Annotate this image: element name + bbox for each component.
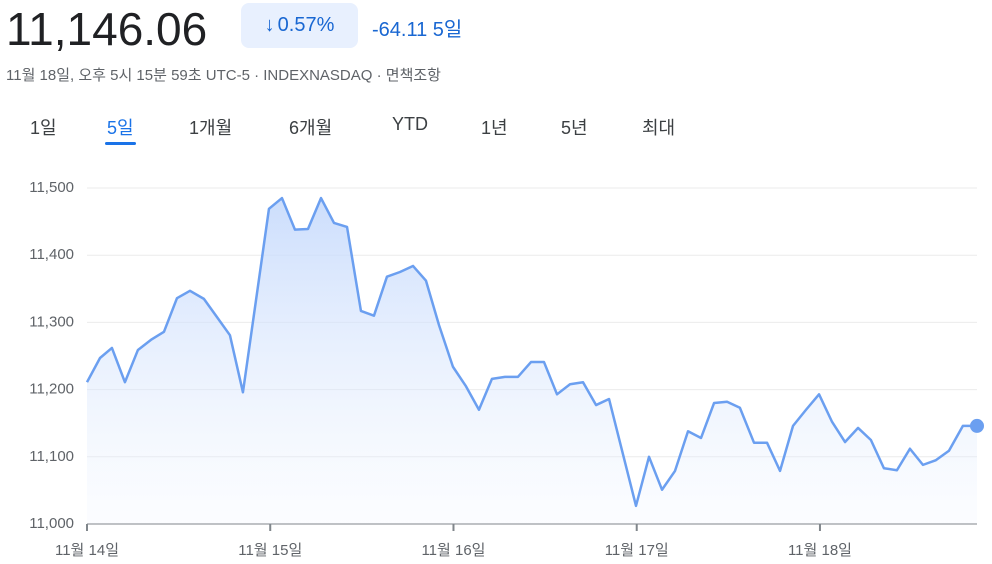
x-tick-label: 11월 16일 — [421, 542, 485, 559]
x-tick-label: 11월 15일 — [238, 542, 302, 559]
range-tab[interactable]: YTD — [392, 114, 428, 134]
change-value: -64.11 — [372, 19, 428, 41]
down-arrow: ↓ — [264, 14, 275, 36]
range-tab[interactable]: 1개월 — [189, 118, 233, 138]
period: 5일 — [432, 19, 463, 41]
timestamp: 11월 18일, 오후 5시 15분 59초 UTC-5 · INDEXNASD… — [6, 67, 386, 84]
y-tick-label: 11,200 — [29, 381, 74, 398]
range-tab[interactable]: 5년 — [561, 118, 588, 138]
price: 11,146.06 — [6, 3, 208, 55]
x-tick-label: 11월 18일 — [788, 542, 852, 559]
disclaimer-link[interactable]: 면책조항 — [385, 67, 441, 84]
y-tick-label: 11,000 — [29, 515, 74, 532]
area — [87, 198, 977, 524]
range-tab[interactable]: 5일 — [105, 114, 136, 145]
range-tab[interactable]: 최대 — [642, 118, 676, 138]
y-tick-label: 11,500 — [29, 179, 74, 196]
range-tab[interactable]: 1일 — [30, 118, 57, 138]
range-tab[interactable]: 6개월 — [289, 118, 333, 138]
last-point — [970, 418, 984, 433]
x-tick-label: 11월 17일 — [605, 542, 669, 559]
y-tick-label: 11,400 — [29, 246, 74, 263]
subtitle: 11월 18일, 오후 5시 15분 59초 UTC-5 · INDEXNASD… — [6, 64, 441, 85]
change-badge: ↓ 0.57% — [241, 3, 358, 48]
price-line — [85, 196, 977, 508]
x-tick-label: 11월 14일 — [55, 542, 119, 559]
change-percent: 0.57% — [277, 14, 335, 36]
range-tab[interactable]: 1년 — [481, 118, 508, 138]
change: -64.11 5일 — [372, 13, 462, 42]
y-tick-label: 11,100 — [29, 448, 74, 465]
y-tick-label: 11,300 — [29, 313, 74, 330]
